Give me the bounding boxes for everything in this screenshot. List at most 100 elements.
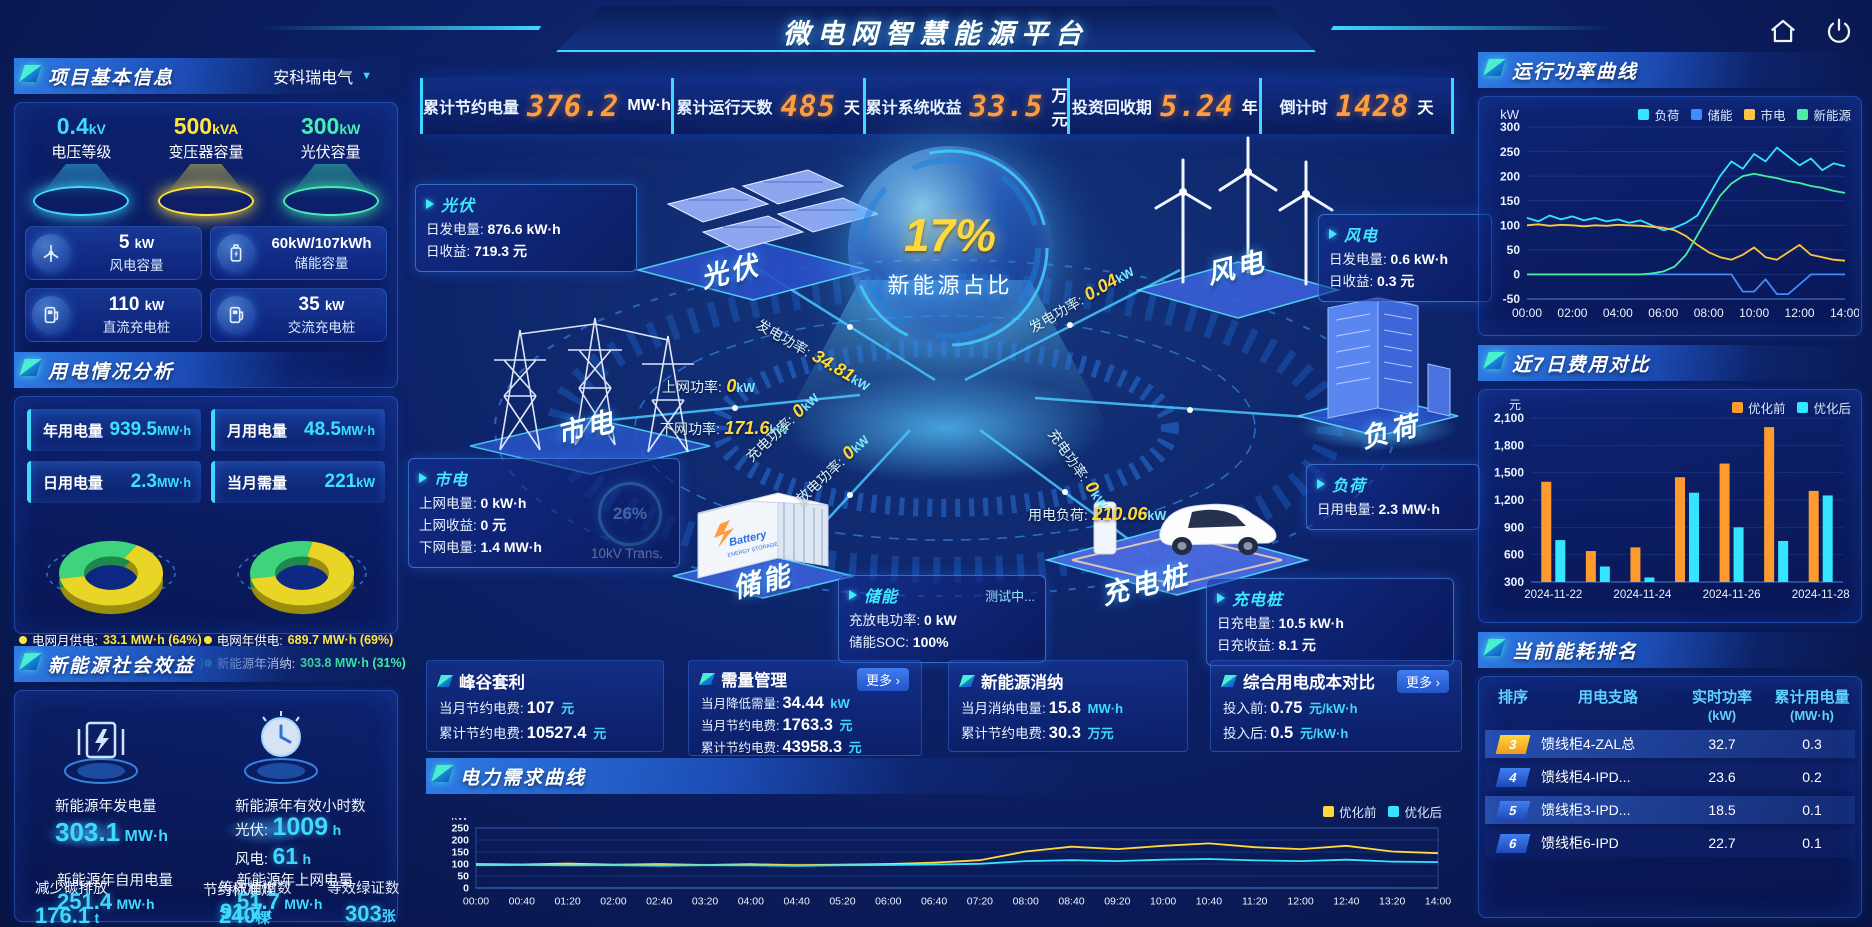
cone-value: 500kVA [173, 113, 239, 139]
mini-panel-title: 综合用电成本对比 [1243, 674, 1375, 692]
panel-project-info-header: 项目基本信息 安科瑞电气 ▼ [14, 58, 398, 94]
demand-legend-优化后[interactable]: 优化后 [1388, 802, 1442, 821]
mini-panel-line: 当月消纳电量: 15.8 MW·h [961, 699, 1124, 717]
panel-title: 当前能耗排名 [1512, 641, 1639, 663]
stat-value: 376.2 [527, 89, 620, 123]
svg-text:1,200: 1,200 [1494, 493, 1524, 507]
svg-text:0: 0 [1513, 268, 1520, 282]
more-button[interactable]: 更多 › [857, 667, 909, 691]
run-power-chart: kW 300 250 200 150 100 50 0 -50 00:00 02:00 04:00 06… [1479, 101, 1860, 342]
dc-charger-icon [32, 296, 70, 334]
rank-cell: 3 [1485, 734, 1541, 754]
table-row[interactable]: 4 馈线柜4-IPD... 23.6 0.2 [1485, 763, 1855, 791]
usage-value: 939.5MW·h [109, 419, 191, 440]
mini-panel-line: 当月节约电费: 107 元 [439, 699, 575, 717]
power-cell: 18.5 [1708, 802, 1736, 818]
panel-corner-icon [1483, 59, 1506, 76]
table-row[interactable]: 6 馈线柜6-IPD 22.7 0.1 [1485, 829, 1855, 857]
table-row[interactable]: 5 馈线柜3-IPD... 18.5 0.1 [1485, 796, 1855, 824]
clock-icon [233, 705, 329, 791]
stat-value: 5.24 [1159, 89, 1234, 123]
capacity-box: 35 kW 交流充电桩 [210, 288, 387, 342]
battery-container-illustration: Battery ENERGY STORAGE [672, 492, 854, 599]
stat-item: 投资回收期 5.24 年 [1067, 78, 1259, 134]
legend-swatch-icon [1322, 806, 1334, 817]
svg-text:02:00: 02:00 [600, 896, 626, 908]
svg-text:2024-11-28: 2024-11-28 [1792, 589, 1850, 601]
svg-text:02:00: 02:00 [1557, 306, 1587, 320]
info-box-header: 充电桩 [1217, 586, 1443, 610]
info-box-line: 日收益: 719.3 元 [426, 242, 527, 259]
rank-badge: 6 [1495, 833, 1531, 853]
mini-panel-header: 新能源消纳 [959, 669, 1175, 693]
capacity-text: 110 kW 直流充电桩 [78, 294, 195, 336]
legend-dot-icon [203, 635, 212, 644]
svg-text:04:00: 04:00 [738, 896, 764, 908]
stats-bar: 累计节约电量 376.2 MW·h 累计运行天数 485 天累计系统收益 33.5 万元 投资回… [420, 78, 1454, 134]
legend-label: 优化后 [1813, 402, 1851, 416]
power-cell: 23.6 [1708, 769, 1736, 785]
svg-text:00:40: 00:40 [509, 896, 535, 908]
cost-compare-chart: 元 2,100 1,800 1,500 1,200 900 600 300 2024-11-22… [1479, 394, 1859, 627]
panel-demand-header: 电力需求曲线 [426, 758, 1100, 794]
mini-panel-line: 累计节约电费: 30.3 万元 [961, 724, 1114, 742]
mini-panel-header: 需量管理 更多 › [699, 667, 909, 691]
info-box-line: 日充收益: 8.1 元 [1217, 636, 1316, 653]
cost-legend-优化前[interactable]: 优化前 [1731, 398, 1785, 417]
svg-text:300: 300 [1504, 575, 1524, 589]
legend-swatch-icon [1388, 806, 1400, 817]
panel-title: 项目基本信息 [48, 67, 175, 89]
run-legend-储能[interactable]: 储能 [1691, 105, 1732, 124]
mini-panel-title: 峰谷套利 [459, 674, 525, 692]
panel-rank-header: 当前能耗排名 [1478, 632, 1862, 668]
svg-text:2,100: 2,100 [1494, 411, 1524, 425]
info-box-line: 日收益: 0.3 元 [1329, 272, 1415, 289]
capacity-cone: 300kW 光伏容量 [272, 113, 390, 216]
usage-donut-chart [217, 517, 387, 628]
branch-cell: 馈线柜4-ZAL总 [1541, 736, 1636, 752]
project-select[interactable]: 安科瑞电气 ▼ [273, 64, 372, 88]
usage-value-box: 当月需量 221kW [211, 461, 385, 503]
info-box-风电: 风电 日发电量: 0.6 kW·h 日收益: 0.3 元 [1318, 214, 1492, 302]
energy-meter-icon [53, 705, 149, 791]
legend-label: 电网年供电: [216, 634, 283, 648]
table-row[interactable]: 3 馈线柜4-ZAL总 32.7 0.3 [1485, 730, 1855, 758]
self-use-value: 251.4 MW·h [57, 889, 155, 914]
capacity-box: 110 kW 直流充电桩 [25, 288, 202, 342]
power-icon[interactable] [1824, 16, 1854, 46]
cone-beam [38, 164, 125, 198]
branch-cell: 馈线柜3-IPD... [1541, 802, 1631, 818]
legend-swatch-icon [1744, 109, 1756, 120]
stat-unit: MW·h [627, 97, 671, 114]
svg-text:50: 50 [1507, 243, 1521, 257]
svg-text:06:00: 06:00 [1648, 306, 1678, 320]
power-cell: 32.7 [1708, 736, 1736, 752]
svg-text:08:00: 08:00 [1694, 306, 1724, 320]
svg-text:05:20: 05:20 [829, 896, 855, 908]
gen-value: 303.1 MW·h [55, 817, 169, 847]
panel-run-power: 运行功率曲线 负荷 储能 市电 新能源 kW 300 250 200 150 100 50 0 -50… [1478, 52, 1862, 336]
legend-label: 电网月供电: [32, 634, 98, 648]
grid-export-label: 新能源年上网电量 [237, 873, 353, 889]
svg-text:900: 900 [1504, 520, 1524, 534]
stat-value: 33.5 [969, 89, 1044, 123]
run-legend-市电[interactable]: 市电 [1744, 105, 1785, 124]
run-legend-新能源[interactable]: 新能源 [1797, 105, 1851, 124]
capacity-cone: 500kVA 变压器容量 [147, 113, 265, 216]
usage-value-box: 月用电量 48.5MW·h [211, 409, 385, 451]
info-box-title: 光伏 [441, 198, 476, 215]
home-icon[interactable] [1768, 16, 1798, 46]
cost-legend-优化后[interactable]: 优化后 [1797, 398, 1851, 417]
svg-text:150: 150 [451, 847, 469, 859]
svg-text:14:00: 14:00 [1830, 306, 1859, 320]
svg-text:13:20: 13:20 [1379, 896, 1405, 908]
svg-text:12:40: 12:40 [1333, 896, 1359, 908]
demand-legend-优化前[interactable]: 优化前 [1322, 802, 1376, 821]
run-legend-负荷[interactable]: 负荷 [1638, 105, 1679, 124]
svg-text:11:20: 11:20 [1242, 896, 1268, 908]
core-sphere: 17% 新能源占比 [848, 146, 1052, 350]
battery-icon [217, 234, 255, 272]
more-button[interactable]: 更多 › [1397, 669, 1449, 693]
